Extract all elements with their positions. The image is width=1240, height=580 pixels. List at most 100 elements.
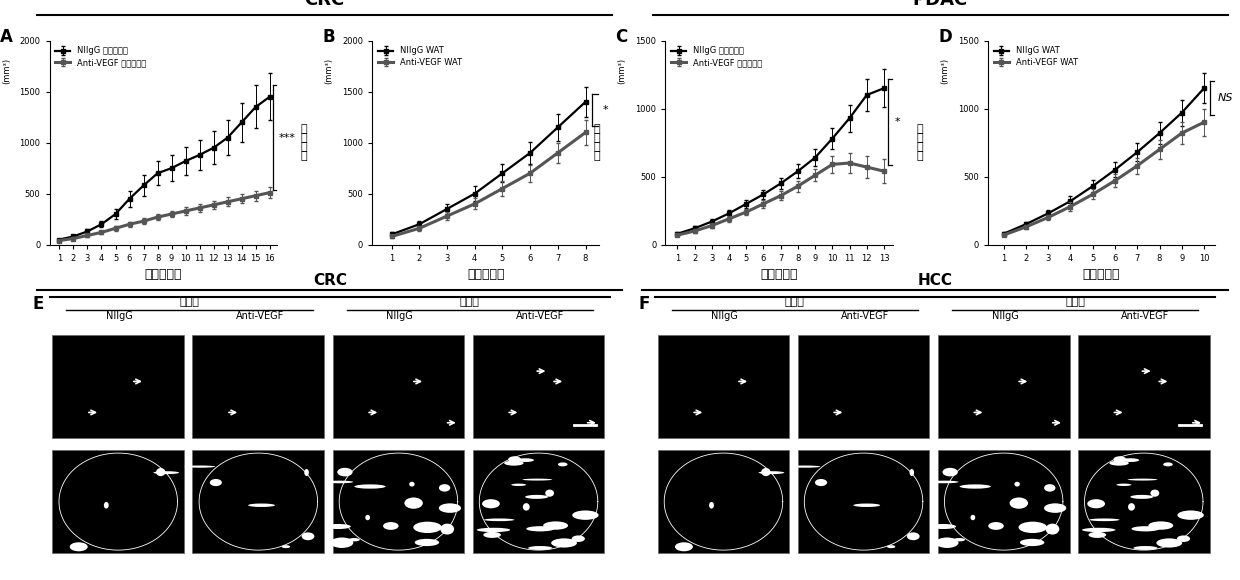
Bar [1078,450,1209,553]
Ellipse shape [1044,503,1066,513]
Ellipse shape [301,532,315,540]
Ellipse shape [1163,462,1173,466]
Ellipse shape [484,519,515,521]
Text: PDAC: PDAC [913,0,968,9]
Ellipse shape [523,503,529,510]
Text: Anti-VEGF: Anti-VEGF [236,311,284,321]
Ellipse shape [337,468,352,476]
Ellipse shape [210,479,222,486]
Text: ***: *** [278,132,295,143]
Ellipse shape [414,539,439,546]
Bar [657,335,790,438]
Ellipse shape [954,538,965,541]
Bar [937,450,1069,553]
Legend: NIIgG WAT, Anti-VEGF WAT: NIIgG WAT, Anti-VEGF WAT [992,45,1079,68]
X-axis label: 时间（天）: 时间（天） [144,268,182,281]
Bar [52,335,184,438]
Text: NΙIgG: NΙIgG [387,311,413,321]
Ellipse shape [1127,478,1157,481]
Ellipse shape [355,484,386,489]
Ellipse shape [1177,535,1190,542]
Bar [472,450,604,553]
Text: CRC: CRC [312,273,347,288]
Ellipse shape [1131,495,1153,499]
Ellipse shape [1128,503,1135,510]
Ellipse shape [1021,539,1044,546]
Text: *: * [603,105,608,115]
Ellipse shape [522,478,552,481]
Text: 肿
瘂
体
积: 肿 瘂 体 积 [301,125,308,161]
Ellipse shape [248,503,275,507]
Point [340,307,355,314]
Ellipse shape [1018,521,1047,533]
Ellipse shape [815,479,827,486]
Text: (mm³): (mm³) [2,58,11,84]
Text: (mm³): (mm³) [325,58,334,84]
Point [60,307,74,314]
Text: NΙIgG: NΙIgG [107,311,133,321]
Ellipse shape [505,461,523,466]
Ellipse shape [1157,538,1182,548]
Text: C: C [615,28,627,46]
Text: (mm³): (mm³) [940,58,950,84]
Bar [937,335,1069,438]
Ellipse shape [1162,540,1174,543]
Ellipse shape [439,503,461,513]
Ellipse shape [1148,521,1173,530]
Point [1190,307,1205,314]
Text: *: * [894,117,900,127]
Ellipse shape [988,522,1004,530]
Text: HCC: HCC [918,273,952,288]
Text: F: F [639,295,650,313]
Ellipse shape [942,468,957,476]
Ellipse shape [185,466,216,467]
Legend: NIIgG WAT, Anti-VEGF WAT: NIIgG WAT, Anti-VEGF WAT [377,45,464,68]
Ellipse shape [675,542,693,552]
X-axis label: 时间（天）: 时间（天） [1083,268,1121,281]
Point [589,422,604,429]
Legend: NIIgG 非脂肪环境, Anti-VEGF 非脂肪环境: NIIgG 非脂肪环境, Anti-VEGF 非脂肪环境 [53,45,148,68]
Ellipse shape [409,482,414,487]
Text: 健康肝: 健康肝 [785,297,805,307]
Ellipse shape [543,521,568,530]
Ellipse shape [154,471,179,474]
Bar [797,450,930,553]
Text: 脂肪肝: 脂肪肝 [460,297,480,307]
Point [910,307,925,314]
Ellipse shape [960,484,991,489]
Ellipse shape [1116,484,1131,486]
Bar [332,450,464,553]
Text: 健康肝: 健康肝 [180,297,200,307]
Ellipse shape [69,542,88,552]
Text: A: A [0,28,12,46]
Text: B: B [322,28,335,46]
Ellipse shape [551,538,577,548]
Point [305,307,320,314]
Bar [1078,335,1209,438]
Ellipse shape [304,469,309,476]
Ellipse shape [528,546,552,550]
Text: Anti-VEGF: Anti-VEGF [1121,311,1169,321]
Ellipse shape [526,526,554,531]
Ellipse shape [1114,456,1126,463]
Ellipse shape [790,466,821,467]
Point [1194,422,1209,429]
Text: 脂肪肝: 脂肪肝 [1065,297,1085,307]
Text: NΙIgG: NΙIgG [712,311,738,321]
Ellipse shape [1044,484,1055,492]
X-axis label: 时间（天）: 时间（天） [760,268,797,281]
Ellipse shape [326,524,351,529]
Text: D: D [937,28,952,46]
Ellipse shape [156,468,165,476]
Ellipse shape [971,515,975,520]
Ellipse shape [1089,532,1106,538]
Ellipse shape [1014,482,1019,487]
Ellipse shape [330,538,353,548]
Ellipse shape [366,515,370,520]
Text: CRC: CRC [304,0,345,9]
Bar [52,450,184,553]
Text: NS: NS [1218,93,1233,103]
Ellipse shape [1151,490,1159,496]
Ellipse shape [572,510,599,520]
X-axis label: 时间（天）: 时间（天） [467,268,505,281]
